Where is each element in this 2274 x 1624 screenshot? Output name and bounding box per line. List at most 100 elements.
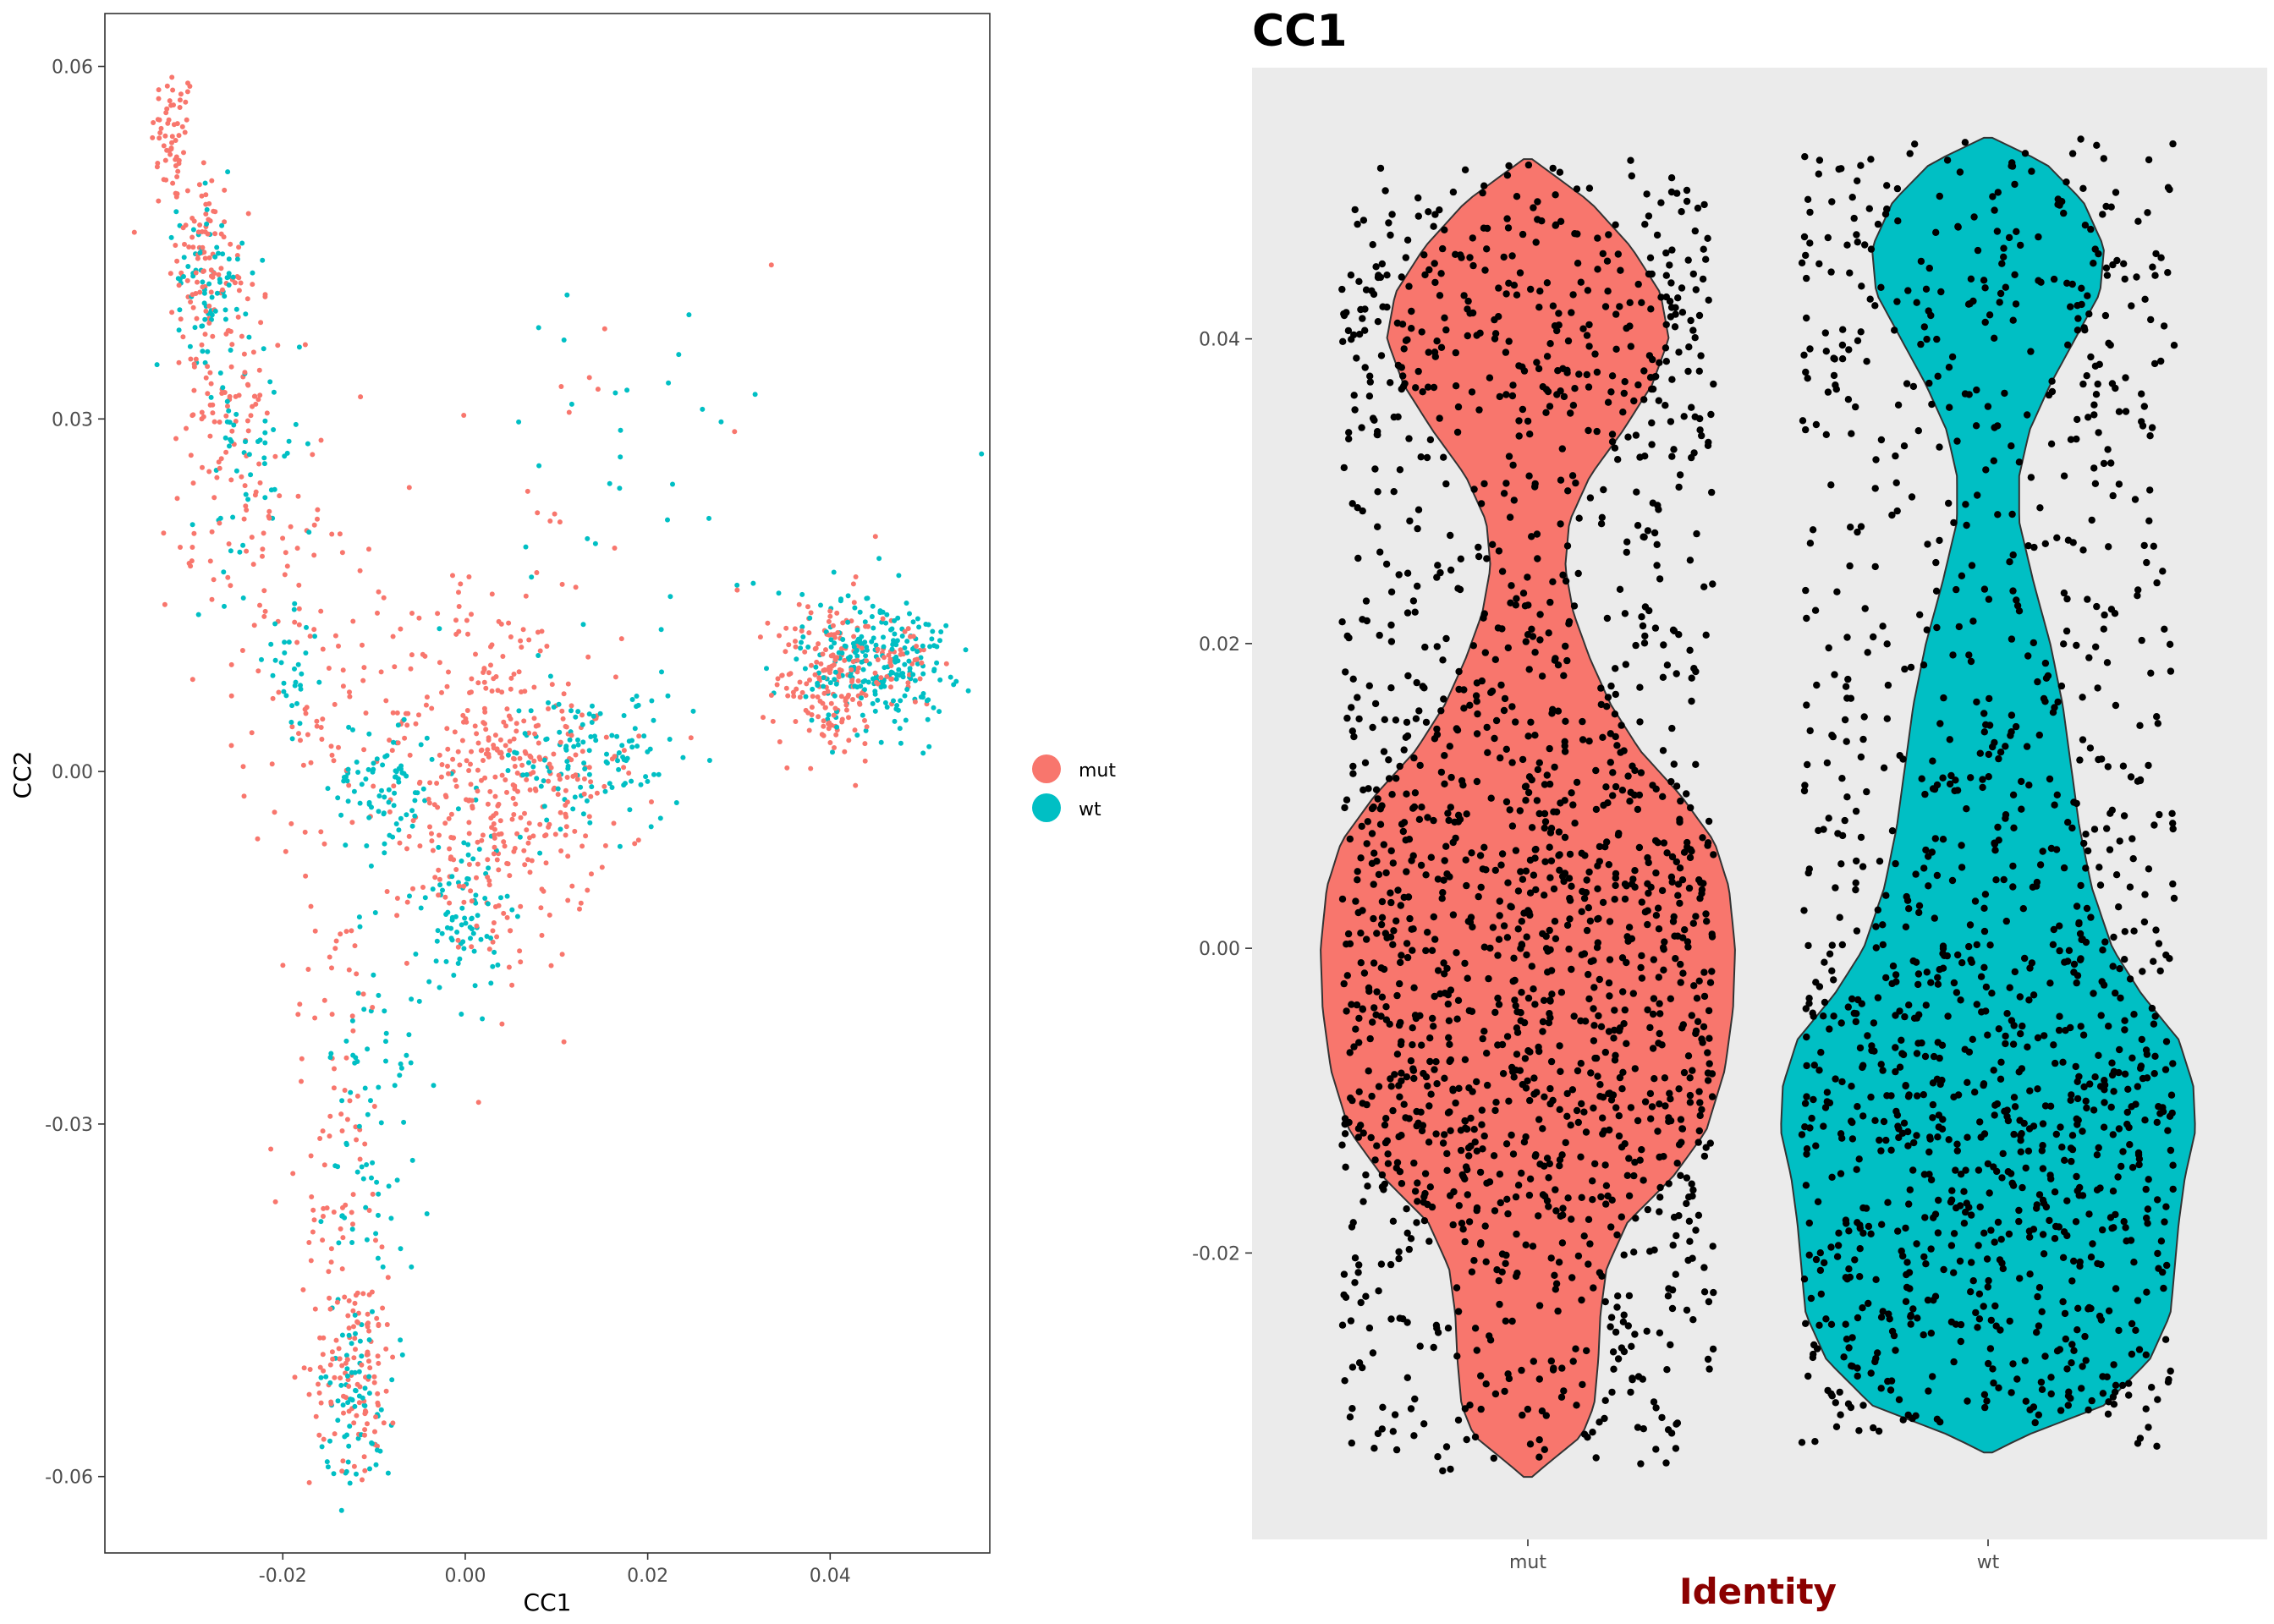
scatter-point-wt [354,760,360,765]
scatter-point-mut [577,906,582,912]
scatter-point-mut [173,154,179,160]
jitter-point-wt [2079,1363,2086,1370]
jitter-point-mut [1395,1082,1403,1089]
jitter-point-mut [1621,895,1629,903]
jitter-point-wt [1936,192,1943,200]
scatter-point-wt [230,514,236,520]
jitter-point-wt [1914,970,1923,978]
jitter-point-mut [1689,270,1698,278]
scatter-point-mut [537,821,543,827]
jitter-point-mut [1400,746,1408,754]
jitter-point-wt [2079,380,2087,388]
scatter-point-mut [303,873,309,879]
scatter-point-mut [539,628,545,634]
jitter-point-mut [1538,1407,1546,1415]
jitter-point-wt [2048,377,2056,385]
jitter-point-mut [1357,959,1365,967]
jitter-point-wt [2134,586,2142,594]
jitter-point-wt [1865,1299,1872,1308]
jitter-point-wt [2117,1162,2125,1171]
jitter-point-wt [2114,1173,2122,1181]
jitter-point-wt [1871,485,1879,492]
jitter-point-wt [2046,775,2054,783]
jitter-point-wt [1904,287,1912,294]
jitter-point-wt [1940,694,1947,702]
jitter-point-mut [1541,818,1550,826]
jitter-point-wt [2105,1398,2112,1406]
jitter-point-mut [1586,494,1595,502]
scatter-point-mut [191,387,197,393]
scatter-point-mut [253,401,259,407]
jitter-point-mut [1547,1057,1556,1066]
jitter-point-wt [1830,976,1837,984]
scatter-point-mut [199,409,205,415]
scatter-point-wt [365,1111,371,1117]
jitter-point-mut [1480,843,1488,851]
jitter-point-mut [1547,1357,1556,1365]
scatter-point-mut [852,727,858,733]
jitter-point-wt [1867,156,1875,163]
jitter-point-mut [1392,1446,1401,1454]
jitter-point-mut [1372,263,1380,271]
jitter-point-mut [1667,313,1675,321]
scatter-point-wt [409,808,415,814]
jitter-point-mut [1594,1073,1601,1080]
scatter-point-wt [920,671,926,677]
scatter-point-mut [241,516,247,522]
scatter-point-mut [547,912,552,918]
scatter-point-mut [466,862,472,867]
jitter-point-mut [1581,852,1589,859]
jitter-point-mut [1348,1096,1356,1105]
scatter-point-mut [409,611,415,616]
jitter-point-wt [2152,926,2160,934]
scatter-point-mut [453,777,459,783]
jitter-point-mut [1647,305,1655,313]
jitter-point-mut [1418,328,1425,336]
jitter-point-mut [1477,500,1486,508]
scatter-point-mut [816,714,821,720]
jitter-point-wt [2076,930,2084,938]
jitter-point-mut [1418,804,1425,811]
jitter-point-wt [1928,848,1936,856]
scatter-point-mut [154,164,160,170]
jitter-point-mut [1674,892,1682,899]
jitter-point-wt [1817,1290,1825,1298]
scatter-point-wt [436,844,442,850]
scatter-point-wt [575,737,580,743]
scatter-point-mut [466,798,472,804]
jitter-point-mut [1544,947,1552,955]
jitter-point-mut [1612,665,1619,672]
scatter-point-mut [300,1287,306,1292]
scatter-point-mut [502,843,508,849]
jitter-point-mut [1641,632,1649,640]
jitter-point-wt [2022,1397,2030,1405]
jitter-point-mut [1345,634,1353,642]
scatter-point-mut [569,883,575,889]
scatter-point-mut [318,829,324,835]
scatter-point-mut [374,1315,380,1321]
scatter-point-wt [354,1471,359,1477]
scatter-point-mut [375,1443,380,1449]
jitter-point-wt [2141,295,2149,303]
jitter-point-mut [1431,353,1440,360]
jitter-point-mut [1432,1321,1441,1330]
scatter-point-mut [342,1294,348,1300]
jitter-point-mut [1381,1121,1389,1129]
jitter-point-wt [1806,345,1814,353]
jitter-point-mut [1686,646,1694,654]
jitter-point-mut [1667,418,1675,425]
jitter-point-wt [2017,1148,2024,1156]
scatter-point-wt [904,639,910,645]
jitter-point-wt [2000,875,2008,884]
jitter-point-mut [1517,1017,1524,1025]
scatter-point-mut [557,519,563,525]
jitter-point-wt [1856,1245,1864,1253]
jitter-point-wt [1908,493,1916,501]
scatter-point-mut [806,630,812,636]
scatter-point-mut [371,1380,377,1385]
jitter-point-mut [1458,776,1466,785]
jitter-point-wt [2019,1022,2026,1030]
jitter-point-mut [1431,278,1439,287]
jitter-point-mut [1447,1465,1454,1473]
jitter-point-mut [1491,1106,1499,1115]
